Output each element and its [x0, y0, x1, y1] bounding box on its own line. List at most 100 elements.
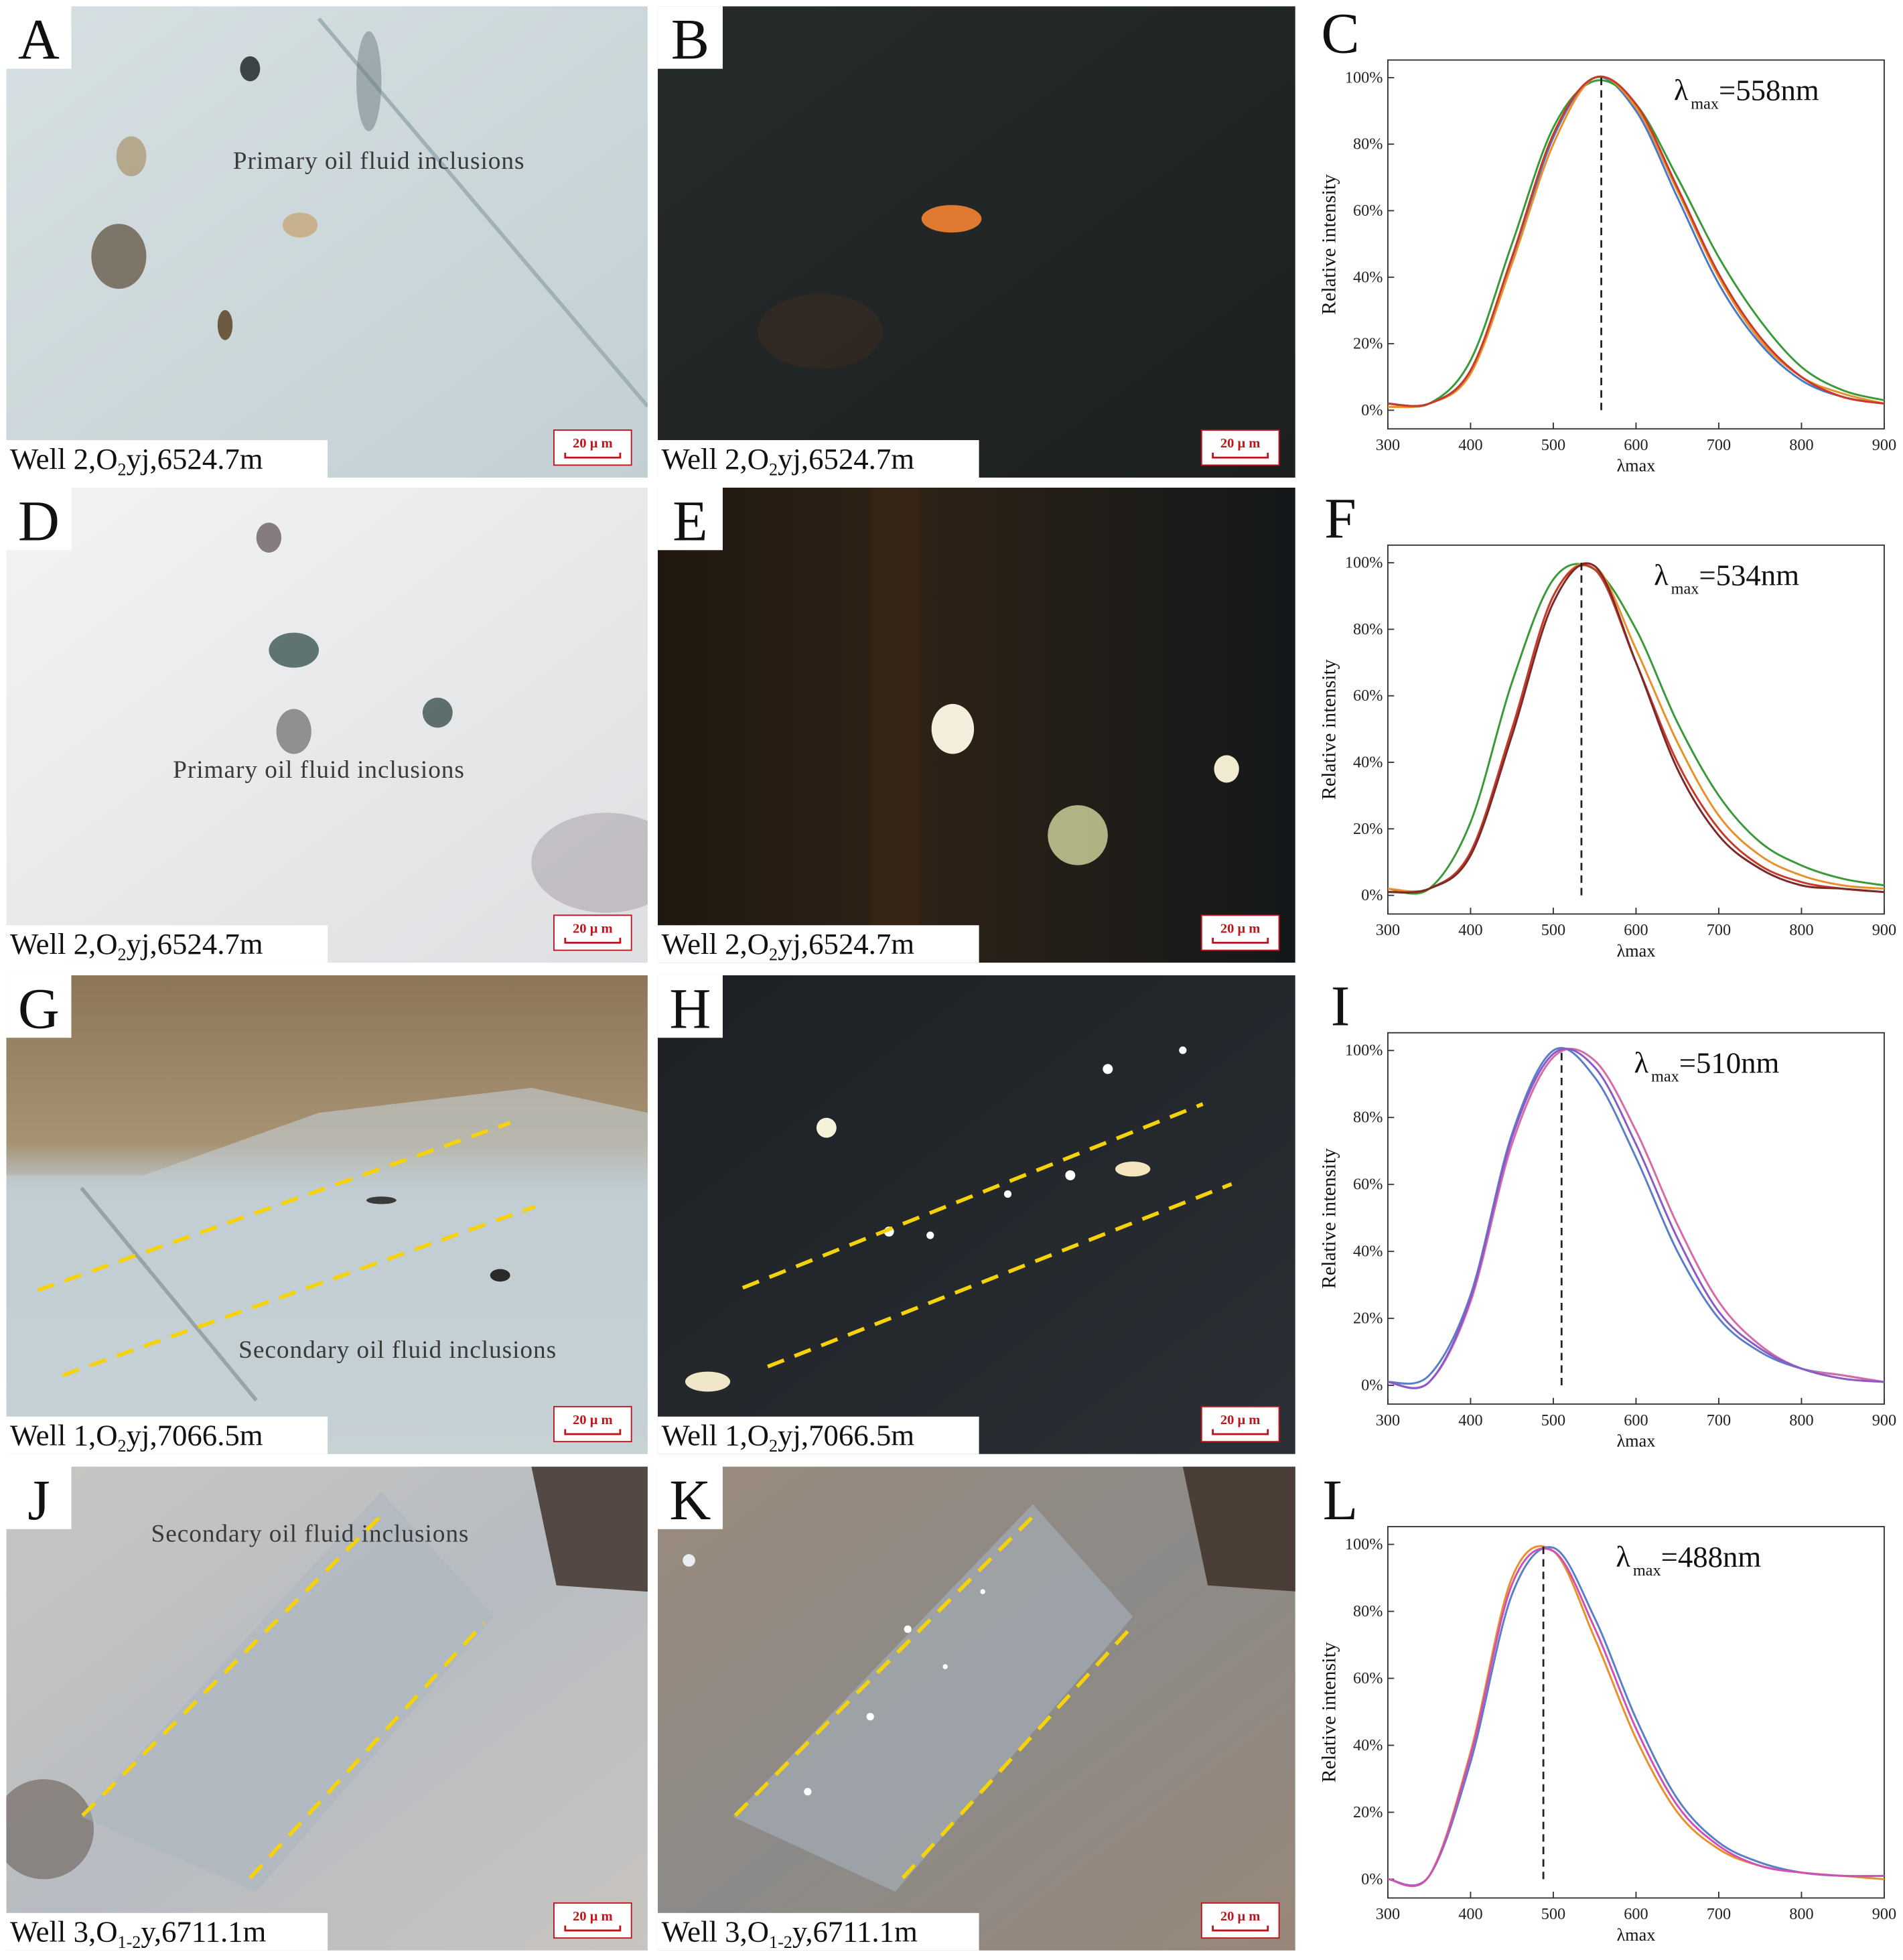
caption-subscript: 2 — [769, 1436, 778, 1456]
scale-bar-label: 20 μ m — [1220, 921, 1260, 936]
y-tick-label: 0% — [1361, 1377, 1383, 1395]
scale-bar-box — [553, 1405, 632, 1443]
peak-text: =558nm — [1719, 73, 1819, 107]
scale-bar-label: 20 μ m — [1220, 1909, 1260, 1924]
y-tick-label: 100% — [1345, 1535, 1383, 1553]
spectrum-line — [1387, 75, 1885, 407]
y-tick-label: 100% — [1345, 68, 1383, 86]
photo-panel: K Well 3,O1-2y,6711.1m 20 μ m — [657, 1466, 1295, 1952]
photo-feature — [1065, 1170, 1076, 1181]
photo-feature — [116, 136, 147, 177]
label-box — [657, 1466, 723, 1529]
x-tick-label: 500 — [1541, 1411, 1565, 1429]
spectrum-line — [1387, 1046, 1885, 1385]
y-tick-label: 20% — [1353, 1803, 1383, 1821]
peak-symbol: λ — [1634, 1046, 1649, 1079]
photo-feature — [866, 1713, 874, 1721]
panel-label: G — [18, 976, 60, 1040]
x-tick-label: 300 — [1376, 436, 1400, 454]
photo-background — [6, 1466, 648, 1951]
scale-bar — [1212, 452, 1269, 459]
caption-box — [6, 925, 328, 963]
x-tick-label: 400 — [1458, 436, 1482, 454]
caption: Well 1,O2yj,7066.5m — [661, 1419, 914, 1456]
peak-annotation: λ max=510nm — [1634, 1046, 1780, 1085]
photo-feature — [240, 56, 261, 82]
x-tick-label: 300 — [1376, 1905, 1400, 1923]
y-tick-label: 60% — [1353, 687, 1383, 705]
caption: Well 3,O1-2y,6711.1m — [10, 1915, 267, 1952]
photo-background — [657, 487, 1295, 963]
x-tick-label: 900 — [1872, 436, 1896, 454]
label-box — [6, 975, 72, 1038]
x-tick-label: 700 — [1707, 921, 1731, 939]
x-tick-label: 700 — [1707, 436, 1731, 454]
scale-bar-box — [1200, 429, 1280, 466]
panel-label: L — [1323, 1468, 1358, 1532]
panel-label: J — [27, 1468, 50, 1532]
peak-subscript: max — [1691, 94, 1719, 113]
caption-text: yj,6524.7m — [127, 927, 263, 961]
plot-frame — [1387, 544, 1885, 915]
caption: Well 2,O2yj,6524.7m — [661, 927, 914, 964]
photo-feature — [6, 1779, 94, 1880]
photo-feature — [926, 1231, 934, 1239]
y-tick-label: 80% — [1353, 135, 1383, 153]
peak-annotation: λ max=534nm — [1654, 559, 1799, 598]
scale-bar-label: 20 μ m — [1220, 436, 1260, 451]
photo-feature — [1115, 1162, 1151, 1177]
x-tick-label: 600 — [1624, 1411, 1648, 1429]
y-tick-label: 80% — [1353, 620, 1383, 638]
y-tick-label: 60% — [1353, 1176, 1383, 1194]
scale-bar-box — [1200, 1902, 1280, 1939]
scale-bar — [1212, 1429, 1269, 1436]
panel-label: I — [1331, 974, 1350, 1038]
y-tick-label: 20% — [1353, 820, 1383, 838]
y-axis-label: Relative intensity — [1318, 1148, 1340, 1289]
x-axis-label: λmax — [1617, 1431, 1656, 1451]
caption-text: Well 2,O — [661, 927, 769, 961]
y-tick-label: 80% — [1353, 1602, 1383, 1620]
caption-box — [6, 1912, 328, 1951]
photo-feature — [80, 1186, 258, 1402]
peak-symbol: λ — [1674, 73, 1689, 107]
plot-frame — [1387, 1526, 1885, 1899]
photo-feature — [1103, 1064, 1113, 1074]
guide-dashed-line — [249, 1621, 486, 1880]
peak-symbol: λ — [1654, 559, 1669, 592]
photo-panel: E Well 2,O2yj,6524.7m 20 μ m — [657, 487, 1295, 964]
y-tick-label: 20% — [1353, 1310, 1383, 1328]
y-tick-label: 100% — [1345, 1042, 1383, 1060]
peak-text: =534nm — [1699, 559, 1799, 592]
peak-subscript: max — [1633, 1561, 1661, 1580]
photo-feature — [804, 1788, 812, 1796]
caption-subscript: 2 — [118, 460, 127, 479]
scale-bar — [564, 452, 622, 459]
y-axis-label: Relative intensity — [1318, 1642, 1340, 1782]
label-box — [657, 487, 723, 551]
caption: Well 2,O2yj,6524.7m — [10, 927, 263, 964]
panel-label: F — [1324, 486, 1356, 551]
photo-background — [657, 975, 1295, 1454]
photo-feature — [942, 1664, 948, 1669]
peak-annotation: λ max=558nm — [1674, 73, 1819, 113]
y-axis-label: Relative intensity — [1318, 174, 1340, 315]
caption-box — [6, 1416, 328, 1454]
photo-panel: H Well 1,O2yj,7066.5m 20 μ m — [657, 975, 1295, 1456]
guide-dashed-line — [742, 1102, 1204, 1290]
photo-feature — [256, 522, 282, 553]
spectrum-line — [1387, 1546, 1884, 1887]
panel-label: C — [1321, 1, 1359, 65]
guide-dashed-line — [767, 1182, 1232, 1369]
caption-text: y,6711.1m — [141, 1915, 266, 1949]
guide-dashed-line — [81, 1511, 386, 1817]
y-tick-label: 20% — [1353, 335, 1383, 353]
x-tick-label: 500 — [1541, 436, 1565, 454]
photo-feature — [683, 1554, 695, 1567]
guide-dashed-line — [37, 1121, 511, 1292]
guide-dashed-line — [62, 1204, 536, 1377]
y-tick-label: 40% — [1353, 268, 1383, 286]
caption-text: yj,6524.7m — [778, 442, 914, 476]
caption: Well 3,O1-2y,6711.1m — [661, 1915, 918, 1952]
